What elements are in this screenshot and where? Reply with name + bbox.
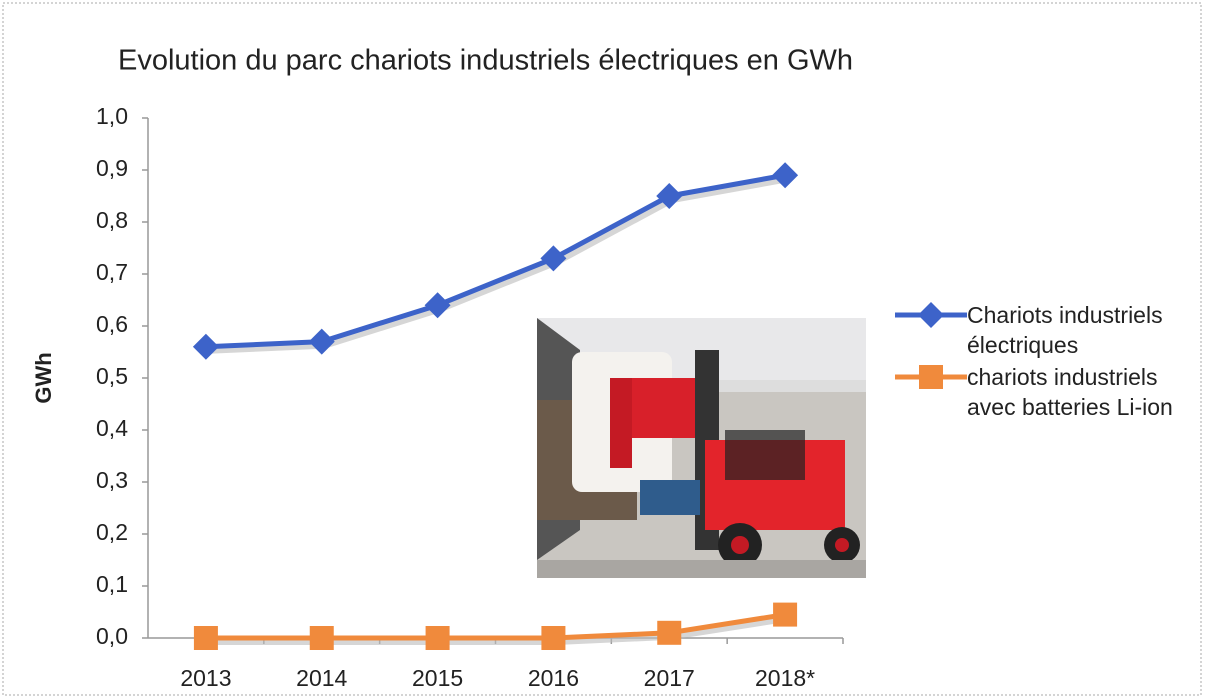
- x-tick-label: 2014: [296, 665, 347, 691]
- x-tick-label: 2015: [412, 665, 463, 691]
- y-tick-label: 0,1: [96, 571, 128, 597]
- x-tick-label: 2013: [180, 665, 231, 691]
- legend-item: Chariots industriels électriques: [895, 300, 1195, 360]
- photo: [537, 318, 866, 578]
- x-tick-label: 2018*: [755, 665, 815, 691]
- y-tick-label: 0,4: [96, 415, 128, 441]
- y-axis-label: GWh: [31, 352, 56, 403]
- point: [193, 334, 219, 360]
- point: [541, 626, 565, 650]
- y-tick-label: 0,6: [96, 311, 128, 337]
- y-tick-label: 0,0: [96, 623, 128, 649]
- point: [310, 626, 334, 650]
- legend-label: Chariots industriels électriques: [967, 300, 1177, 360]
- y-tick-label: 0,3: [96, 467, 128, 493]
- legend-key: [895, 362, 967, 392]
- y-tick-label: 1,0: [96, 103, 128, 129]
- page: Evolution du parc chariots industriels é…: [0, 0, 1206, 698]
- legend-marker: [919, 365, 943, 389]
- y-tick-label: 0,8: [96, 207, 128, 233]
- y-tick-label: 0,7: [96, 259, 128, 285]
- legend-key: [895, 300, 967, 330]
- point: [657, 621, 681, 645]
- legend-marker: [918, 302, 944, 328]
- y-tick-label: 0,5: [96, 363, 128, 389]
- point: [773, 603, 797, 627]
- y-tick-label: 0,2: [96, 519, 128, 545]
- point: [194, 626, 218, 650]
- x-tick-label: 2017: [644, 665, 695, 691]
- x-tick-label: 2016: [528, 665, 579, 691]
- chart-title: Evolution du parc chariots industriels é…: [118, 45, 853, 77]
- point: [426, 626, 450, 650]
- legend-label: chariots industriels avec batteries Li-i…: [967, 362, 1177, 422]
- point: [309, 329, 335, 355]
- y-tick-label: 0,9: [96, 155, 128, 181]
- legend-item: chariots industriels avec batteries Li-i…: [895, 362, 1195, 422]
